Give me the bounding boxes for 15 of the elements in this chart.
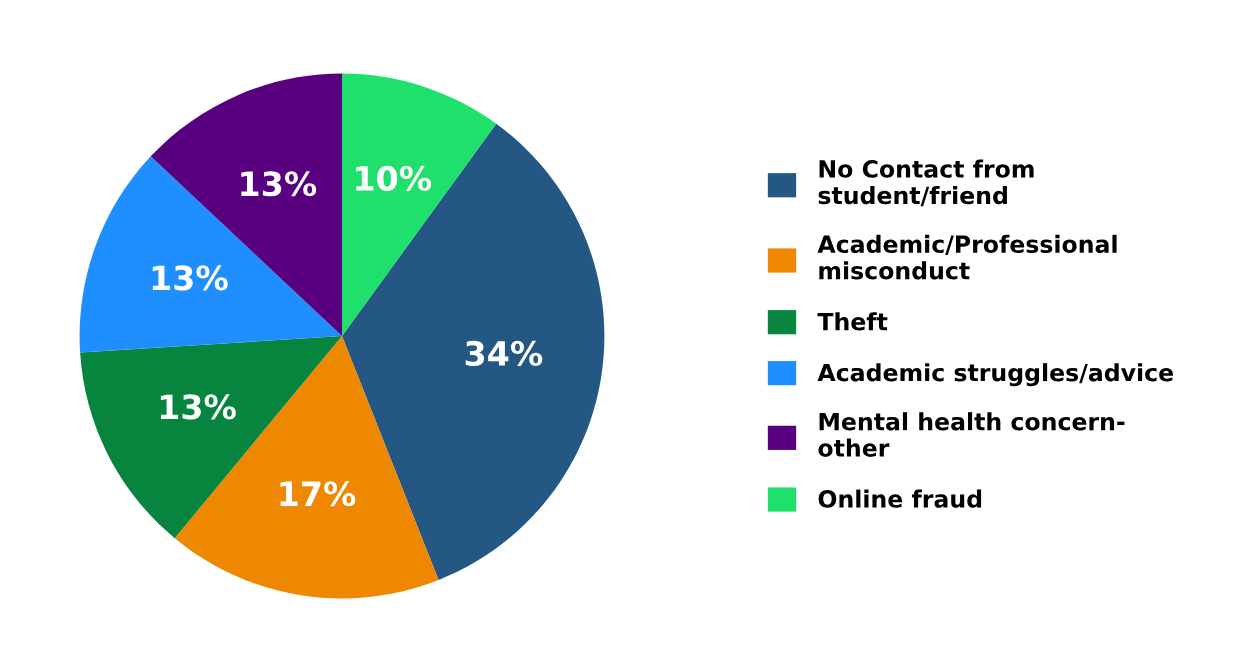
legend-label: No Contact from student/friend — [818, 159, 1034, 207]
pie-slice — [342, 73, 497, 336]
data-label: 17% — [280, 481, 356, 507]
legend-label: Online fraud — [818, 489, 982, 508]
data-label: 34% — [465, 340, 543, 367]
data-label: 13% — [152, 265, 228, 291]
data-label: 10% — [356, 165, 432, 191]
legend-label: Mental health concern- other — [818, 412, 1125, 457]
pie-slice — [150, 73, 342, 336]
legend-label: Academic struggles/advice — [817, 363, 1173, 387]
pie-slice — [79, 156, 342, 353]
data-label: 13% — [241, 171, 317, 197]
legend-label: Theft — [817, 312, 888, 331]
legend-label: Academic/Professional misconduct — [817, 234, 1117, 280]
data-label: 13% — [160, 394, 236, 420]
